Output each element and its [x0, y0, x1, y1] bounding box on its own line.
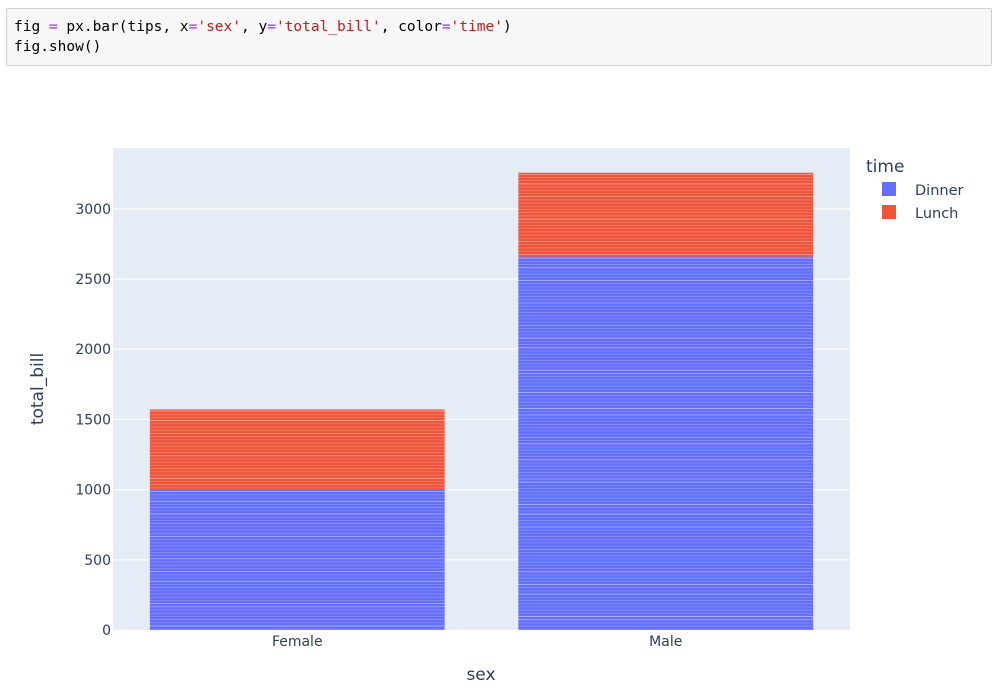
legend-label-lunch[interactable]: Lunch: [915, 206, 958, 222]
bar-dinner-male[interactable]: [518, 256, 814, 630]
legend-title: time: [866, 157, 904, 177]
bars: [149, 172, 814, 630]
code-token: =: [441, 19, 451, 35]
y-tick-label: 1500: [75, 412, 111, 428]
code-token: , color: [380, 19, 442, 35]
x-tick-label: Male: [649, 634, 682, 650]
y-tick-label: 500: [84, 553, 111, 569]
legend-swatch-lunch[interactable]: [882, 205, 896, 219]
y-tick-label: 0: [102, 623, 111, 639]
y-tick-label: 2000: [75, 342, 111, 358]
code-line-2: fig.show(): [14, 37, 991, 57]
legend-label-dinner[interactable]: Dinner: [915, 183, 963, 199]
bar-lunch-female[interactable]: [149, 409, 445, 491]
code-token: =: [267, 19, 276, 35]
code-cell[interactable]: fig = px.bar(tips, x='sex', y='total_bil…: [6, 8, 992, 66]
code-line-1: fig = px.bar(tips, x='sex', y='total_bil…: [14, 17, 991, 37]
code-token: 'total_bill': [275, 19, 381, 35]
code-token: =: [188, 19, 198, 35]
code-token: , y: [241, 19, 268, 35]
code-token: 'time': [450, 19, 503, 35]
legend-swatch-dinner[interactable]: [882, 182, 896, 196]
x-tick-label: Female: [272, 634, 323, 650]
y-axis-title: total_bill: [28, 353, 48, 425]
x-axis-title: sex: [466, 665, 495, 685]
code-token: fig.show(): [14, 39, 102, 55]
bar-lunch-male[interactable]: [518, 172, 814, 257]
code-token: =: [48, 19, 58, 35]
x-tick-labels: Female Male: [272, 634, 682, 650]
code-token: fig: [14, 19, 49, 35]
y-tick-labels: 0 500 1000 1500 2000 2500 3000: [75, 202, 111, 639]
y-tick-label: 1000: [75, 483, 111, 499]
y-tick-label: 2500: [75, 272, 111, 288]
legend: time Dinner Lunch: [866, 157, 963, 222]
code-token: ): [502, 19, 512, 35]
code-token: px.bar(tips, x: [57, 19, 189, 35]
y-tick-label: 3000: [75, 202, 111, 218]
code-token: 'sex': [197, 19, 241, 35]
